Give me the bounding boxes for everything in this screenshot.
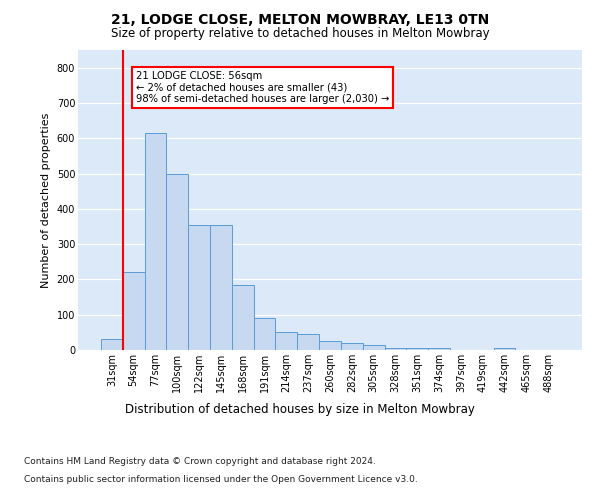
Bar <box>188 224 210 350</box>
Bar <box>232 284 254 350</box>
Text: Distribution of detached houses by size in Melton Mowbray: Distribution of detached houses by size … <box>125 402 475 415</box>
Bar <box>145 133 166 350</box>
Bar <box>275 332 297 350</box>
Bar <box>428 348 450 350</box>
Bar <box>210 224 232 350</box>
Text: Size of property relative to detached houses in Melton Mowbray: Size of property relative to detached ho… <box>110 28 490 40</box>
Bar <box>341 343 363 350</box>
Bar <box>406 348 428 350</box>
Text: Contains public sector information licensed under the Open Government Licence v3: Contains public sector information licen… <box>24 475 418 484</box>
Y-axis label: Number of detached properties: Number of detached properties <box>41 112 51 288</box>
Bar <box>363 344 385 350</box>
Text: Contains HM Land Registry data © Crown copyright and database right 2024.: Contains HM Land Registry data © Crown c… <box>24 458 376 466</box>
Bar <box>385 348 406 350</box>
Bar <box>319 341 341 350</box>
Bar <box>254 318 275 350</box>
Bar <box>123 272 145 350</box>
Bar <box>494 348 515 350</box>
Bar <box>166 174 188 350</box>
Text: 21 LODGE CLOSE: 56sqm
← 2% of detached houses are smaller (43)
98% of semi-detac: 21 LODGE CLOSE: 56sqm ← 2% of detached h… <box>136 71 389 104</box>
Bar <box>297 334 319 350</box>
Bar <box>101 340 123 350</box>
Text: 21, LODGE CLOSE, MELTON MOWBRAY, LE13 0TN: 21, LODGE CLOSE, MELTON MOWBRAY, LE13 0T… <box>111 12 489 26</box>
